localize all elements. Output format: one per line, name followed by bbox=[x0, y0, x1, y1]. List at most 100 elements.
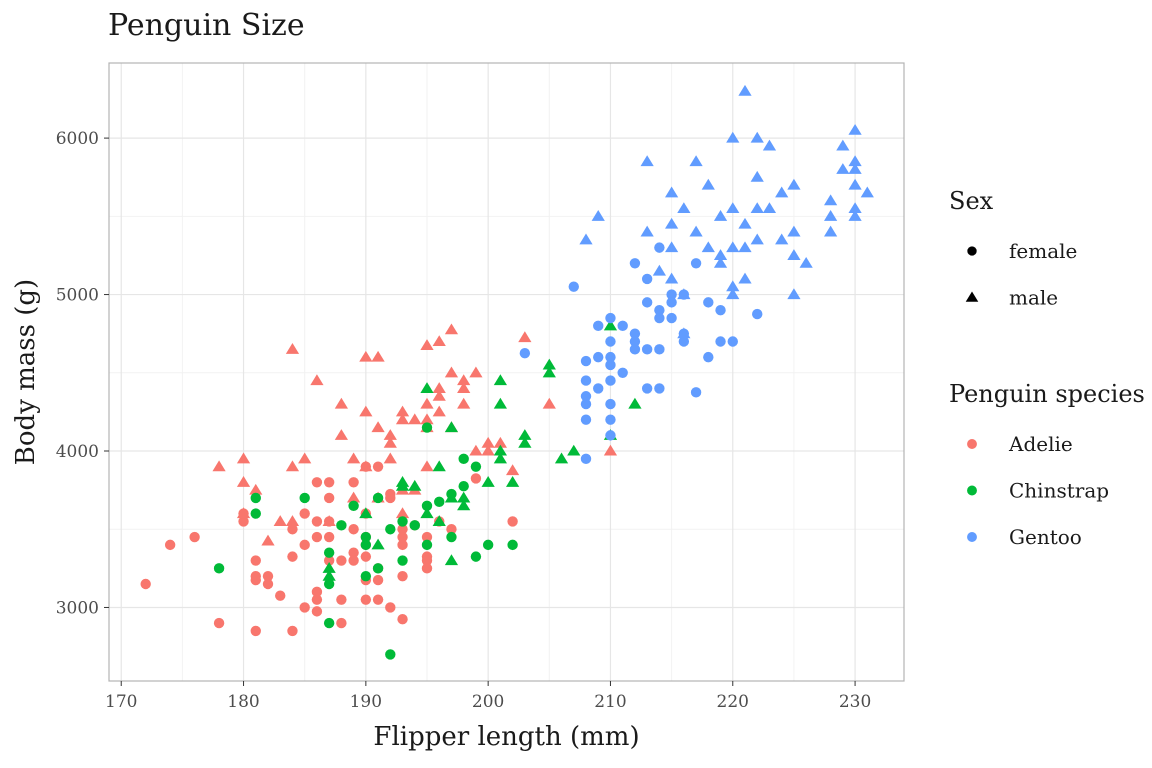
point-gentoo-male bbox=[824, 225, 838, 237]
x-tick-label: 230 bbox=[839, 692, 871, 712]
point-chinstrap-male bbox=[542, 358, 556, 370]
point-gentoo-female bbox=[605, 312, 616, 324]
point-gentoo-female bbox=[715, 305, 726, 316]
point-adelie-female bbox=[299, 508, 310, 519]
legend-title-sex: Sex bbox=[949, 187, 994, 215]
point-adelie-female bbox=[372, 594, 384, 605]
point-chinstrap-female bbox=[421, 539, 433, 551]
point-gentoo-female bbox=[519, 348, 531, 359]
point-adelie-male bbox=[432, 382, 446, 393]
point-chinstrap-female bbox=[385, 649, 396, 660]
point-adelie-male bbox=[469, 366, 483, 378]
point-chinstrap-male bbox=[322, 569, 336, 581]
point-gentoo-female bbox=[580, 398, 592, 410]
point-adelie-female bbox=[470, 473, 482, 484]
point-chinstrap-female bbox=[458, 481, 469, 492]
point-gentoo-male bbox=[713, 256, 728, 268]
point-chinstrap-male bbox=[518, 429, 532, 440]
point-chinstrap-male bbox=[444, 421, 459, 433]
point-gentoo-male bbox=[689, 225, 703, 237]
point-adelie-male bbox=[322, 515, 336, 526]
point-gentoo-male bbox=[640, 155, 654, 167]
point-chinstrap-female bbox=[397, 516, 408, 527]
point-gentoo-female bbox=[580, 453, 592, 465]
point-adelie-female bbox=[299, 539, 310, 551]
point-gentoo-female bbox=[678, 336, 690, 347]
point-chinstrap-male bbox=[432, 515, 446, 526]
point-adelie-male bbox=[493, 436, 507, 448]
point-gentoo-male bbox=[677, 202, 691, 214]
point-chinstrap-male bbox=[481, 476, 495, 487]
point-gentoo-female bbox=[666, 297, 677, 308]
legend-key-female bbox=[967, 246, 977, 256]
point-chinstrap-male bbox=[554, 452, 569, 464]
point-adelie-male bbox=[347, 452, 361, 464]
point-adelie-male bbox=[273, 515, 287, 526]
point-adelie-female bbox=[311, 516, 323, 527]
point-chinstrap-female bbox=[323, 578, 335, 590]
y-axis-title: Body mass (g) bbox=[11, 279, 41, 465]
point-adelie-female bbox=[421, 531, 433, 543]
point-gentoo-male bbox=[726, 131, 740, 143]
point-gentoo-male bbox=[824, 194, 838, 206]
x-tick-label: 210 bbox=[594, 692, 626, 712]
grid bbox=[109, 63, 904, 681]
point-gentoo-male bbox=[848, 163, 862, 174]
point-adelie-male bbox=[420, 413, 434, 425]
point-adelie-female bbox=[262, 578, 274, 590]
y-tick-label: 5000 bbox=[56, 286, 99, 306]
point-gentoo-female bbox=[703, 297, 714, 308]
point-gentoo-male bbox=[591, 210, 605, 221]
point-gentoo-female bbox=[629, 328, 641, 339]
point-adelie-female bbox=[397, 531, 408, 543]
point-gentoo-female bbox=[617, 367, 628, 378]
point-gentoo-male bbox=[750, 202, 764, 214]
point-chinstrap-male bbox=[493, 374, 507, 386]
legend-label-male: male bbox=[1009, 286, 1058, 310]
point-gentoo-female bbox=[593, 383, 604, 394]
point-adelie-female bbox=[397, 524, 408, 535]
point-adelie-female bbox=[336, 555, 347, 566]
point-adelie-male bbox=[261, 534, 275, 546]
point-adelie-female bbox=[446, 524, 457, 535]
point-adelie-female bbox=[385, 602, 396, 613]
point-gentoo-male bbox=[689, 155, 703, 167]
point-chinstrap-male bbox=[432, 460, 446, 472]
point-gentoo-male bbox=[701, 241, 715, 253]
point-gentoo-male bbox=[787, 249, 801, 260]
point-chinstrap-male bbox=[408, 479, 422, 491]
point-gentoo-male bbox=[824, 210, 838, 221]
point-adelie-female bbox=[336, 617, 347, 629]
point-chinstrap-male bbox=[493, 444, 507, 456]
point-adelie-male bbox=[359, 405, 373, 417]
point-gentoo-male bbox=[775, 233, 789, 245]
point-adelie-male bbox=[444, 323, 459, 335]
point-adelie-male bbox=[359, 350, 373, 362]
point-gentoo-male bbox=[677, 288, 691, 300]
point-chinstrap-female bbox=[250, 492, 261, 504]
point-adelie-male bbox=[285, 460, 300, 472]
point-adelie-male bbox=[420, 339, 434, 350]
point-gentoo-male bbox=[750, 233, 764, 245]
point-chinstrap-female bbox=[250, 508, 261, 519]
point-gentoo-male bbox=[579, 233, 593, 245]
point-adelie-female bbox=[311, 586, 323, 598]
legend-label-female: female bbox=[1009, 239, 1077, 263]
point-adelie-male bbox=[383, 436, 397, 448]
point-gentoo-female bbox=[654, 312, 665, 324]
point-adelie-male bbox=[285, 515, 300, 526]
point-gentoo-female bbox=[727, 336, 738, 347]
point-gentoo-male bbox=[848, 178, 862, 190]
point-adelie-male bbox=[395, 507, 410, 519]
point-adelie-female bbox=[385, 492, 396, 504]
point-chinstrap-male bbox=[493, 397, 507, 409]
point-chinstrap-female bbox=[458, 453, 469, 465]
point-gentoo-male bbox=[848, 123, 862, 135]
point-gentoo-female bbox=[605, 430, 616, 441]
point-gentoo-male bbox=[665, 217, 679, 229]
x-axis-title: Flipper length (mm) bbox=[373, 722, 639, 752]
point-gentoo-male bbox=[750, 131, 764, 143]
point-gentoo-female bbox=[690, 387, 702, 398]
legend-label-chinstrap: Chinstrap bbox=[1009, 479, 1109, 503]
